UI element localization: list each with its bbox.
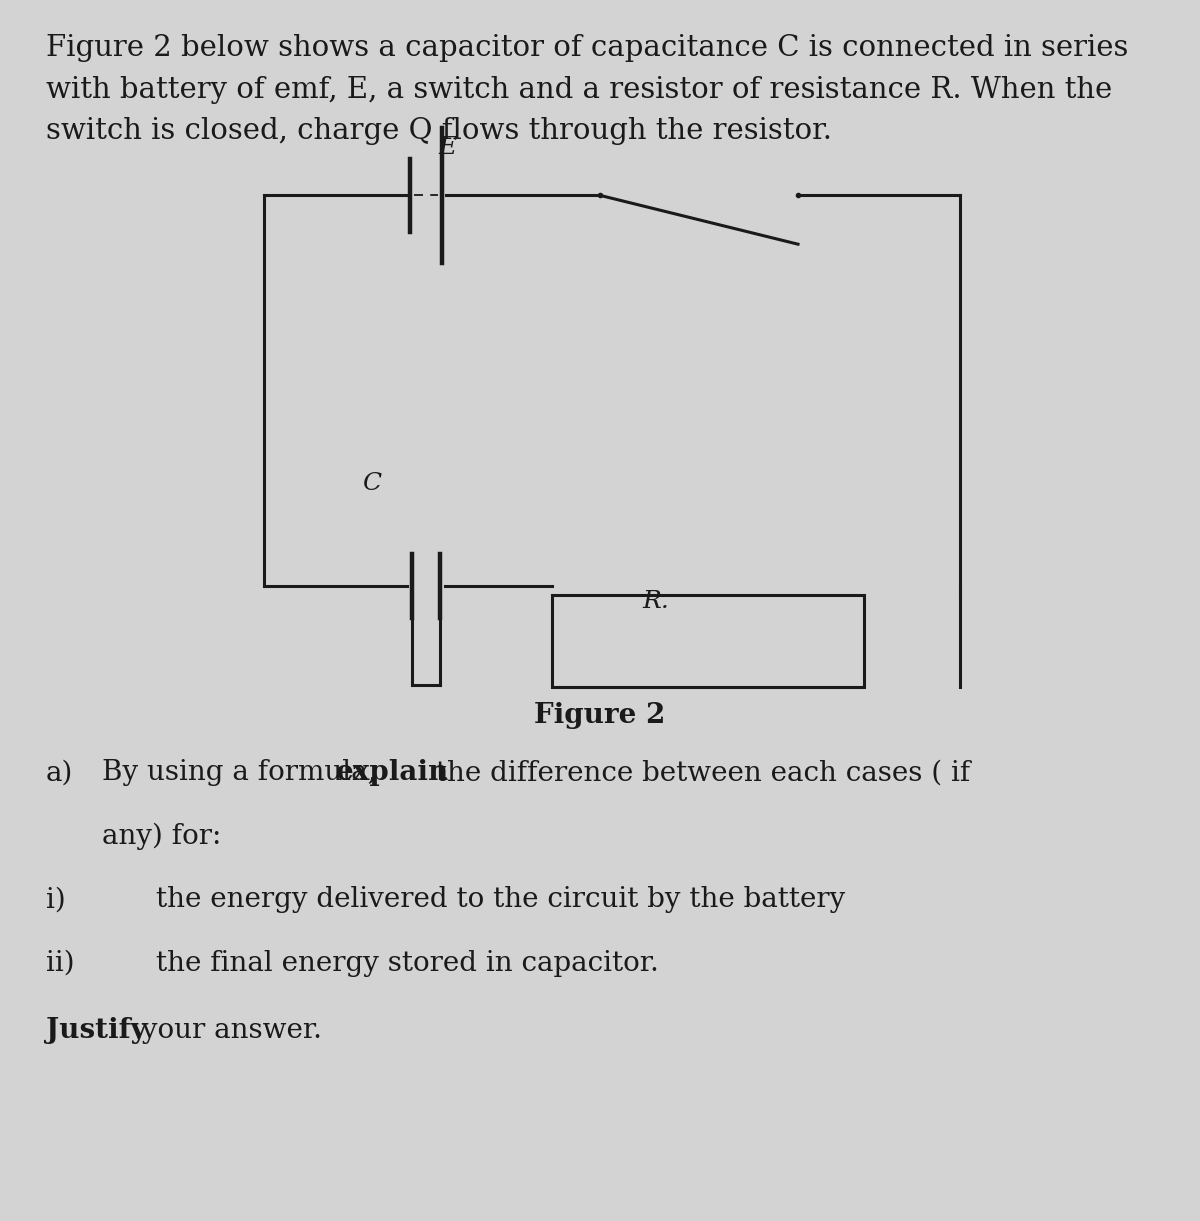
Text: switch is closed, charge Q flows through the resistor.: switch is closed, charge Q flows through… bbox=[46, 117, 832, 145]
Text: E: E bbox=[438, 136, 456, 159]
Text: the final energy stored in capacitor.: the final energy stored in capacitor. bbox=[156, 950, 659, 977]
Text: Justify: Justify bbox=[46, 1017, 146, 1044]
Text: your answer.: your answer. bbox=[133, 1017, 322, 1044]
Text: a): a) bbox=[46, 759, 73, 786]
Text: the difference between each cases ( if: the difference between each cases ( if bbox=[427, 759, 971, 786]
Text: any) for:: any) for: bbox=[102, 823, 221, 850]
Text: ii): ii) bbox=[46, 950, 74, 977]
Text: Figure 2 below shows a capacitor of capacitance C is connected in series: Figure 2 below shows a capacitor of capa… bbox=[46, 34, 1128, 62]
Text: the energy delivered to the circuit by the battery: the energy delivered to the circuit by t… bbox=[156, 886, 845, 913]
Text: R.: R. bbox=[642, 590, 668, 613]
Text: explain: explain bbox=[336, 759, 449, 786]
Text: i): i) bbox=[46, 886, 65, 913]
Text: By using a formula,: By using a formula, bbox=[102, 759, 385, 786]
Text: Figure 2: Figure 2 bbox=[534, 702, 666, 729]
Text: C: C bbox=[362, 471, 382, 495]
Bar bbox=[552, 595, 864, 687]
Text: with battery of emf, E, a switch and a resistor of resistance R. When the: with battery of emf, E, a switch and a r… bbox=[46, 76, 1112, 104]
